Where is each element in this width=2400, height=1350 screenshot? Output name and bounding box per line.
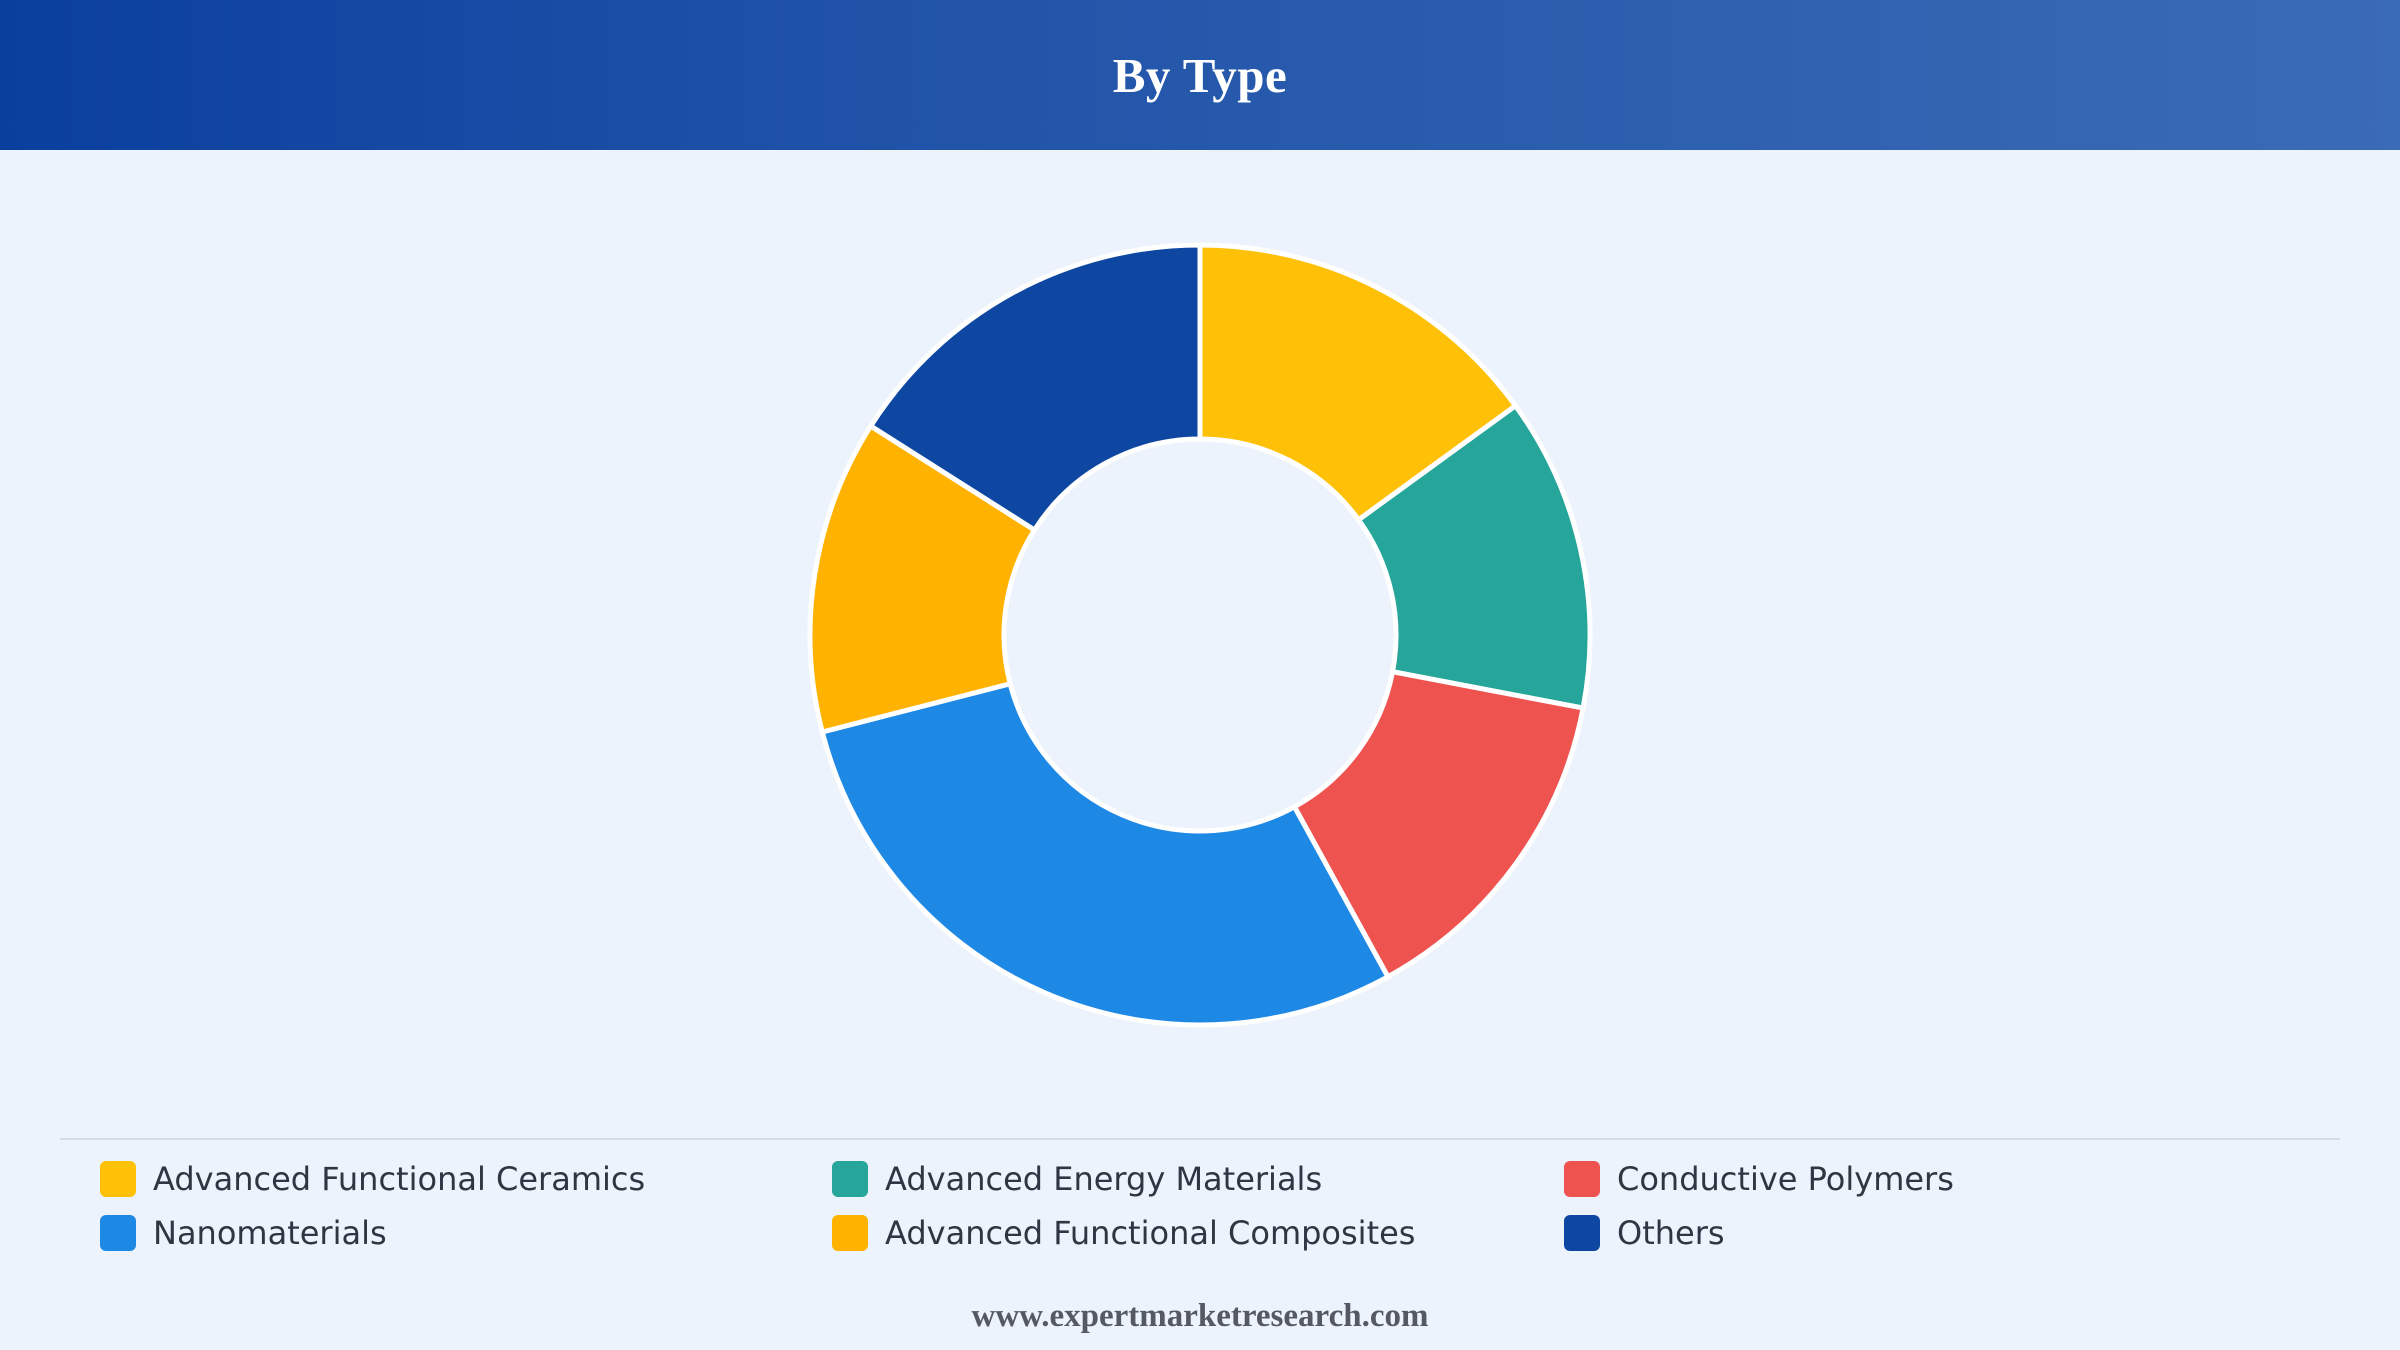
- slice-advanced-functional-ceramics[interactable]: [1197, 242, 1519, 523]
- legend-label: Others: [1617, 1214, 1725, 1252]
- slice-nanomaterials[interactable]: [819, 681, 1391, 1028]
- legend-item-conductive-polymers[interactable]: Conductive Polymers: [1564, 1152, 2296, 1206]
- legend-item-others[interactable]: Others: [1564, 1206, 2296, 1260]
- slice-conductive-polymers[interactable]: [1291, 669, 1586, 980]
- chart-area: [0, 150, 2400, 1130]
- slice-others[interactable]: [868, 242, 1203, 533]
- legend-swatch: [100, 1215, 136, 1251]
- legend-swatch: [1564, 1161, 1600, 1197]
- legend-swatch: [1564, 1215, 1600, 1251]
- legend-swatch: [832, 1215, 868, 1251]
- slice-advanced-energy-materials[interactable]: [1356, 403, 1593, 711]
- legend-label: Nanomaterials: [153, 1214, 387, 1252]
- header-banner: By Type: [0, 0, 2400, 150]
- legend-label: Conductive Polymers: [1617, 1160, 1954, 1198]
- legend-label: Advanced Functional Ceramics: [153, 1160, 646, 1198]
- source-footer: www.expertmarketresearch.com: [971, 1298, 1429, 1334]
- legend-item-nanomaterials[interactable]: Nanomaterials: [100, 1206, 832, 1260]
- chart-legend: Advanced Functional Ceramics Advanced Ene…: [100, 1152, 2300, 1260]
- legend-label: Advanced Energy Materials: [885, 1160, 1323, 1198]
- donut-chart: [807, 242, 1593, 1028]
- legend-label: Advanced Functional Composites: [885, 1214, 1416, 1252]
- chart-title: By Type: [1112, 47, 1288, 103]
- slice-advanced-functional-composites[interactable]: [807, 423, 1038, 735]
- legend-item-advanced-energy-materials[interactable]: Advanced Energy Materials: [832, 1152, 1564, 1206]
- legend-swatch: [832, 1161, 868, 1197]
- legend-item-advanced-functional-ceramics[interactable]: Advanced Functional Ceramics: [100, 1152, 832, 1206]
- legend-divider: [60, 1138, 2340, 1140]
- legend-item-advanced-functional-composites[interactable]: Advanced Functional Composites: [832, 1206, 1564, 1260]
- legend-swatch: [100, 1161, 136, 1197]
